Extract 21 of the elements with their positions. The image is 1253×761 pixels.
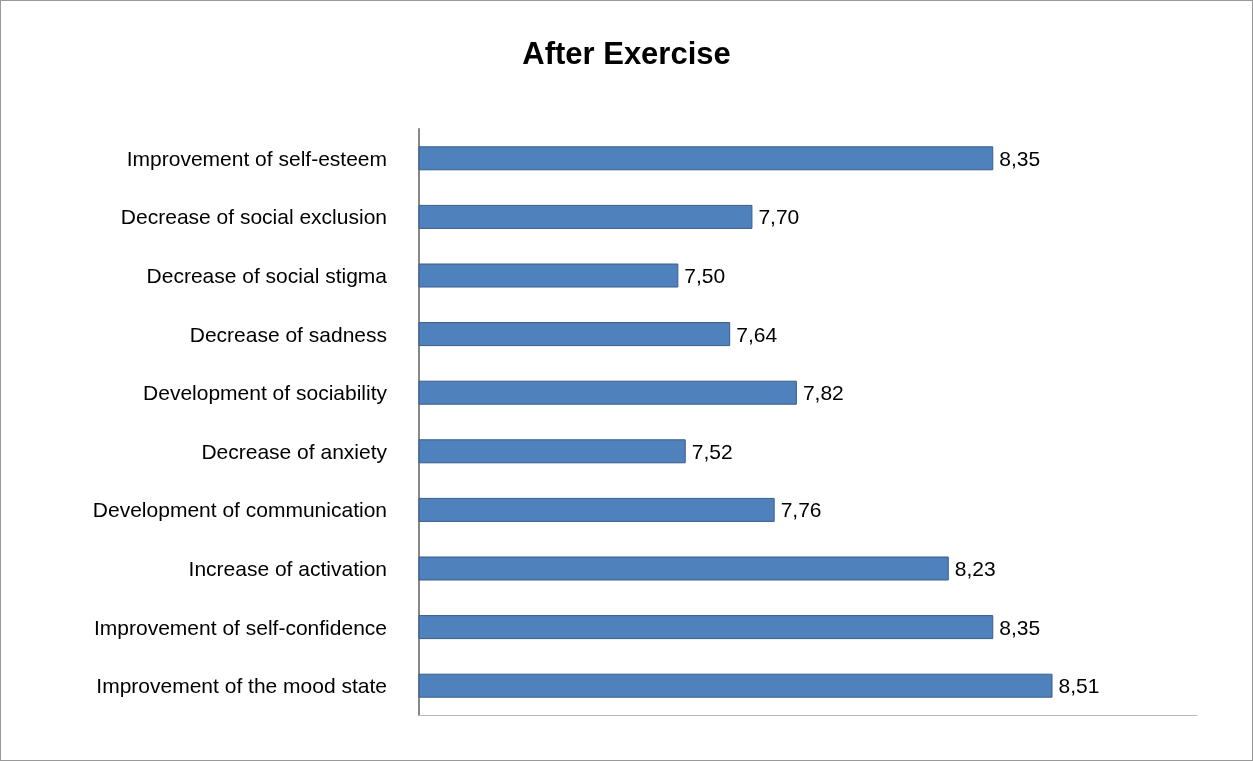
data-label: 7,76 [780,498,822,522]
y-tick-label: Decrease of sadness [189,322,387,346]
y-tick-label: Improvement of self-esteem [126,146,387,170]
data-label: 7,50 [684,264,726,287]
y-tick-label: Increase of activation [188,557,387,580]
y-tick-label: Improvement of the mood state [96,674,387,698]
y-tick-label: Decrease of anxiety [201,439,388,463]
y-tick-label: Improvement of self-confidence [94,615,387,639]
y-tick-label: Development of sociability [143,381,388,405]
data-label: 8,51 [1058,674,1100,698]
data-label: 8,35 [999,615,1041,639]
data-label: 8,35 [999,146,1041,170]
chart-title: After Exercise [522,36,731,71]
y-tick-label: Decrease of social exclusion [120,205,387,229]
data-label: 7,82 [802,381,844,405]
data-label: 7,52 [691,439,733,463]
y-tick-label: Development of communication [92,498,387,522]
data-label: 7,64 [736,322,778,346]
data-label: 8,23 [954,557,996,580]
data-label: 7,70 [758,205,800,229]
y-tick-label: Decrease of social stigma [146,264,388,287]
